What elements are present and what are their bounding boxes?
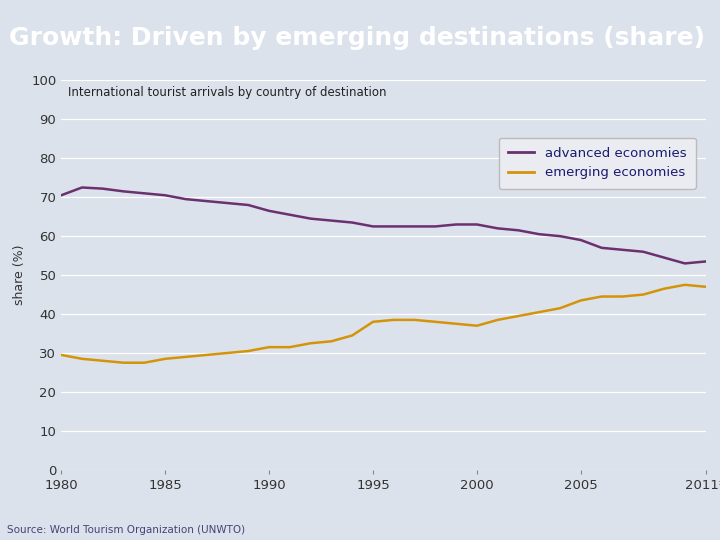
Legend: advanced economies, emerging economies: advanced economies, emerging economies	[499, 138, 696, 188]
Text: International tourist arrivals by country of destination: International tourist arrivals by countr…	[68, 86, 386, 99]
Y-axis label: share (%): share (%)	[12, 245, 25, 305]
Text: Source: World Tourism Organization (UNWTO): Source: World Tourism Organization (UNWT…	[7, 524, 246, 535]
Text: Growth: Driven by emerging destinations (share): Growth: Driven by emerging destinations …	[9, 25, 705, 50]
